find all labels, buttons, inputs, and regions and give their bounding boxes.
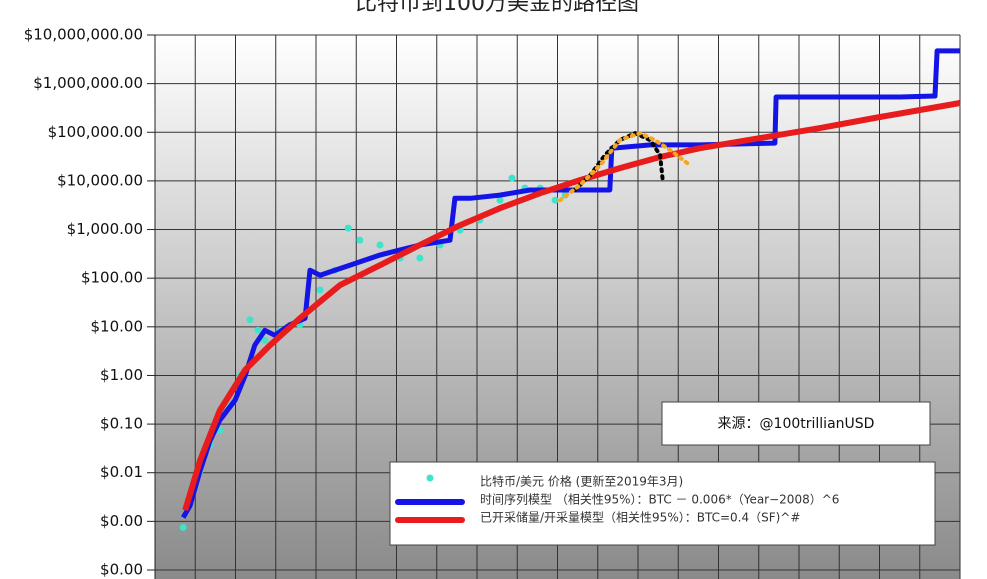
legend-label: 时间序列模型 （相关性95%）：BTC － 0.006*（Year−2008）^… [480,492,839,507]
price-point [376,241,384,249]
y-tick-label: $1,000.00 [67,220,143,238]
source-box [661,401,931,446]
price-point [316,286,324,294]
price-point [508,174,516,182]
price-point [551,196,559,204]
price-point [344,224,352,232]
price-point [356,236,364,244]
source-note: 来源：@100trillianUSD [718,416,875,432]
y-tick-label: $1.00 [100,366,143,384]
price-point [496,196,504,204]
price-point [416,254,424,262]
chart-title: 比特币到100万美金的路径图 [355,0,639,16]
y-tick-label: $0.10 [100,415,143,433]
series-line [557,131,692,203]
price-point [254,326,262,334]
legend-items: 比特币/美元 价格 (更新至2019年3月) 时间序列模型 （相关性95%）：BT… [395,474,839,525]
y-tick-label: $0.01 [100,463,143,481]
price-point [179,523,187,531]
y-tick-label: $10.00 [91,317,144,335]
y-tick-label: $1,000,000.00 [33,74,143,92]
y-tick-label: $0.00 [100,512,143,530]
price-point [261,336,269,344]
price-point [246,316,254,324]
y-tick-label: $100.00 [81,269,143,287]
legend-label: 比特币/美元 价格 (更新至2019年3月) [480,474,683,489]
series-line [182,100,961,512]
y-tick-label: $100,000.00 [48,123,143,141]
legend-swatch [426,474,434,482]
legend [389,461,936,546]
y-tick-label: $10,000,000.00 [24,26,143,44]
marks [179,48,961,531]
y-tick-label: $0.00 [100,561,143,579]
legend-label: 已开采储量/开采量模型（相关性95%）：BTC=0.4（SF)^# [480,510,800,525]
y-tick-label: $10,000.00 [57,171,143,189]
